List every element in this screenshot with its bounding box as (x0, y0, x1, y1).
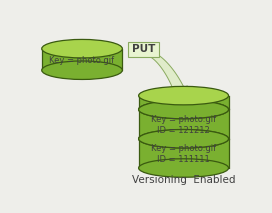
Polygon shape (170, 86, 187, 99)
Ellipse shape (139, 86, 228, 105)
Polygon shape (140, 51, 184, 92)
Text: Key = photo.gif
ID = 121212: Key = photo.gif ID = 121212 (151, 115, 216, 135)
Polygon shape (139, 109, 228, 139)
Ellipse shape (42, 61, 122, 79)
Ellipse shape (139, 130, 228, 148)
Ellipse shape (139, 159, 228, 177)
Text: PUT: PUT (132, 45, 155, 55)
Ellipse shape (139, 130, 228, 148)
Text: Key = photo.gif
ID = 111111: Key = photo.gif ID = 111111 (151, 144, 216, 164)
Polygon shape (139, 139, 228, 168)
Ellipse shape (42, 39, 122, 58)
FancyBboxPatch shape (128, 42, 159, 57)
Ellipse shape (139, 100, 228, 119)
Text: Key = photo.gif: Key = photo.gif (50, 56, 115, 65)
Text: Versioning  Enabled: Versioning Enabled (132, 175, 235, 184)
Polygon shape (42, 49, 122, 70)
Polygon shape (139, 96, 228, 109)
Ellipse shape (139, 100, 228, 119)
